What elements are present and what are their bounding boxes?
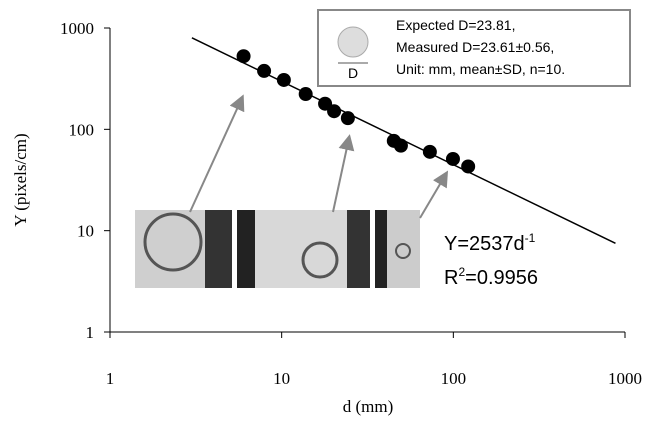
inset-photo-part — [347, 210, 370, 288]
y-tick-label: 100 — [69, 120, 95, 139]
data-point — [393, 138, 408, 153]
y-tick-label: 1000 — [60, 19, 94, 38]
inset-circle — [301, 241, 339, 279]
r-squared: R2=0.9956 — [444, 265, 538, 289]
x-tick-label: 10 — [273, 369, 290, 388]
r-squared-sup: 2 — [458, 265, 465, 279]
inset-photo-part — [205, 210, 232, 288]
data-point — [445, 151, 460, 166]
x-tick-label: 1 — [106, 369, 115, 388]
info-line: Unit: mm, mean±SD, n=10. — [396, 61, 565, 77]
inset-photo-part — [237, 210, 255, 288]
coin-icon — [337, 26, 369, 58]
equation-exponent: -1 — [525, 231, 536, 245]
data-point — [461, 159, 476, 174]
data-point — [327, 104, 342, 119]
data-point — [257, 63, 272, 78]
arrow — [189, 94, 245, 213]
info-line: Expected D=23.81, — [396, 17, 515, 33]
arrow — [419, 170, 449, 219]
data-point — [298, 87, 313, 102]
r-squared-base: R — [444, 267, 458, 289]
inset-photo-part — [375, 210, 387, 288]
r-squared-value: =0.9956 — [465, 267, 538, 289]
info-box — [317, 9, 631, 87]
data-point — [236, 49, 251, 64]
x-axis-title: d (mm) — [343, 397, 394, 416]
inset-circle — [143, 212, 203, 272]
arrow — [332, 134, 355, 213]
coin-label: D — [348, 65, 358, 81]
info-line: Measured D=23.61±0.56, — [396, 39, 554, 55]
y-tick-label: 10 — [77, 222, 94, 241]
data-point — [422, 144, 437, 159]
x-tick-label: 1000 — [608, 369, 642, 388]
y-tick-label: 1 — [86, 323, 95, 342]
inset-circle — [395, 243, 411, 259]
y-axis-title: Y (pixels/cm) — [11, 133, 30, 226]
equation: Y=2537d-1 — [444, 231, 536, 255]
x-tick-label: 100 — [441, 369, 467, 388]
data-point — [276, 72, 291, 87]
equation-base: Y=2537d — [444, 233, 525, 255]
data-point — [340, 111, 355, 126]
